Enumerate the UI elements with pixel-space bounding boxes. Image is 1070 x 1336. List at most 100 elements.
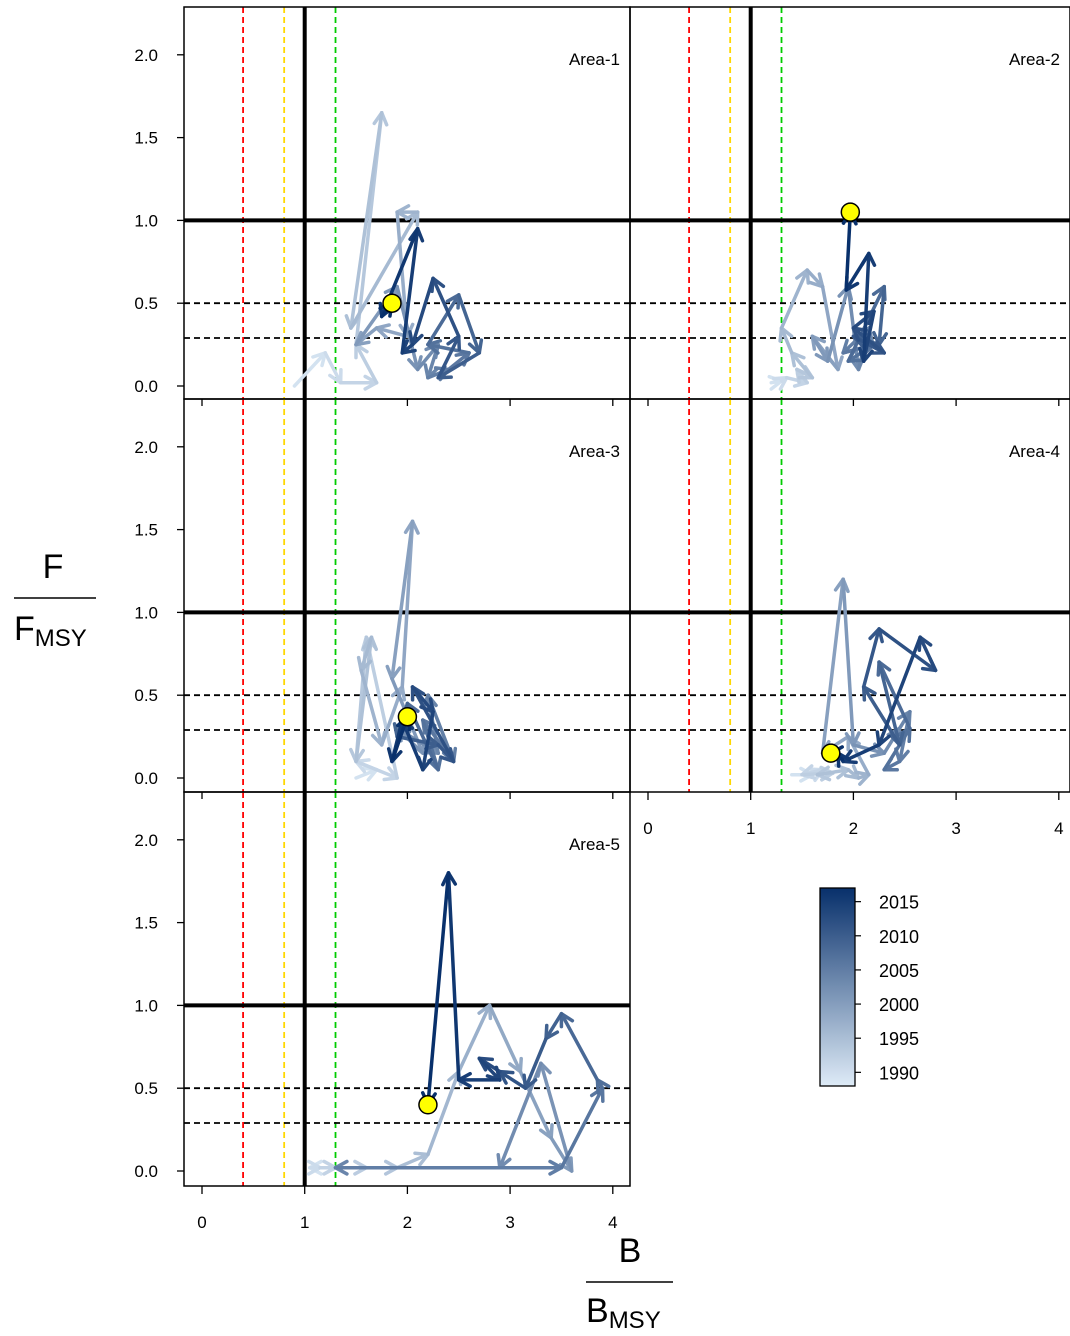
y-tick-label: 1.5: [134, 914, 158, 933]
axis-labels: F FMSY B BMSY: [14, 548, 673, 1334]
x-tick-label: 3: [951, 819, 960, 838]
y-axis-label-denominator-f: F: [14, 610, 35, 648]
trajectory-segment: [861, 251, 871, 363]
trajectory-segment: [877, 627, 938, 673]
colorbar-label: 1995: [879, 1029, 919, 1049]
trajectory-segment: [544, 1011, 564, 1041]
trajectory-segment: [820, 284, 840, 372]
trajectory-segment: [477, 1056, 502, 1082]
y-tick-label: 0.5: [134, 1079, 158, 1098]
colorbar-label: 2005: [879, 961, 919, 981]
panels-layer: Area-1 0.0 0.5 1.0 1.5 2.0 Area-2 Area-3 0.0 0.5 1…: [134, 6, 1070, 1232]
colorbar-label: 2010: [879, 927, 919, 947]
trajectory-segment: [539, 1061, 574, 1173]
trajectory-segment: [820, 577, 845, 755]
panel-plot-area: [630, 399, 1070, 792]
trajectory-segment: [498, 1069, 528, 1090]
x-axis-label-denominator-b: B: [586, 1292, 609, 1330]
y-axis-label-subscript: MSY: [35, 625, 87, 652]
panel-plot-area: [184, 399, 630, 792]
trajectory-segment: [549, 1136, 574, 1173]
panel-2: Area-2: [629, 6, 1070, 400]
panel-plot-area: [630, 7, 1070, 399]
y-tick-label: 0.5: [134, 686, 158, 705]
x-tick-label: 4: [608, 1213, 617, 1232]
y-tick-label: 0.0: [134, 769, 158, 788]
trajectory-segment: [395, 1152, 430, 1170]
trajectory-segment: [426, 367, 451, 380]
x-tick-label: 1: [300, 1213, 309, 1232]
trajectory-segment: [877, 660, 912, 731]
trajectory-segment: [410, 685, 435, 714]
y-tick-label: 2.0: [134, 46, 158, 65]
x-axis-label-subscript: MSY: [609, 1307, 661, 1334]
y-axis-label: F: [43, 548, 64, 586]
trajectory-segment: [410, 276, 435, 347]
trajectory-segment: [426, 1069, 461, 1157]
trajectory-segment: [359, 635, 374, 673]
trajectory-segment: [426, 293, 461, 347]
y-tick-label: 1.0: [134, 603, 158, 622]
trajectory-segment: [354, 635, 374, 764]
trajectory-segment: [395, 734, 440, 747]
trajectory-segment: [457, 293, 482, 355]
trajectory-segment: [779, 268, 809, 330]
trajectory-segment: [810, 334, 830, 363]
trajectory-segment: [559, 1011, 600, 1082]
trajectory-segment: [779, 326, 794, 355]
trajectory-segment: [861, 627, 881, 689]
trajectory-segment: [882, 726, 912, 772]
trajectory-segment: [323, 351, 343, 385]
trajectory-segment: [457, 1003, 492, 1074]
current-status-point: [397, 706, 418, 727]
trajectory-segment: [790, 351, 815, 380]
colorbar-label: 1990: [879, 1063, 919, 1083]
panel-title: Area-2: [1009, 50, 1060, 69]
trajectory-segment: [877, 284, 886, 347]
trajectory-segment: [426, 342, 471, 355]
x-axis-label-denominator: BMSY: [586, 1292, 661, 1334]
y-tick-label: 1.5: [134, 521, 158, 540]
colorbar-label: 2000: [879, 995, 919, 1015]
current-status-point: [840, 202, 861, 222]
colorbar: [819, 887, 856, 1087]
panel-4: Area-4 0 1 2 3 4: [629, 398, 1070, 838]
y-tick-label: 1.0: [134, 211, 158, 230]
y-tick-label: 0.0: [134, 1162, 158, 1181]
panel-title: Area-1: [569, 50, 620, 69]
trajectory-segment: [359, 668, 384, 747]
trajectory-segment: [436, 351, 482, 380]
colorbar-label: 2015: [879, 893, 919, 913]
trajectory-segment: [844, 251, 871, 292]
current-status-point: [418, 1095, 438, 1115]
trajectory-segment: [825, 284, 851, 363]
trajectory-segment: [523, 1036, 548, 1090]
y-tick-label: 2.0: [134, 438, 158, 457]
trajectory-segment: [354, 342, 379, 385]
panel-frame: [183, 791, 631, 1187]
panel-title: Area-3: [569, 442, 620, 461]
panel-title: Area-4: [1009, 442, 1060, 461]
trajectory-segment: [841, 577, 856, 747]
trajectory-segment: [349, 111, 384, 330]
trajectory-segment: [861, 685, 902, 747]
trajectory-segment: [354, 767, 379, 780]
trajectory-segment: [349, 210, 420, 330]
panel-frame: [629, 398, 1070, 793]
trajectory-segment: [421, 710, 435, 772]
trajectory-segment: [446, 351, 471, 372]
y-tick-label: 2.0: [134, 831, 158, 850]
trajectory-segment: [805, 268, 825, 289]
trajectory-segment: [426, 871, 451, 1107]
trajectory-segment: [400, 226, 420, 355]
y-tick-label: 0.0: [134, 377, 158, 396]
trajectory-segment: [410, 685, 456, 764]
x-tick-label: 2: [849, 819, 858, 838]
x-tick-label: 2: [403, 1213, 412, 1232]
trajectory-segment: [559, 1086, 605, 1170]
trajectory-segment: [374, 326, 410, 339]
trajectory-segment: [918, 635, 938, 673]
panel-3: Area-3 0.0 0.5 1.0 1.5 2.0: [134, 398, 631, 793]
current-status-point: [821, 743, 841, 763]
x-tick-label: 3: [505, 1213, 514, 1232]
